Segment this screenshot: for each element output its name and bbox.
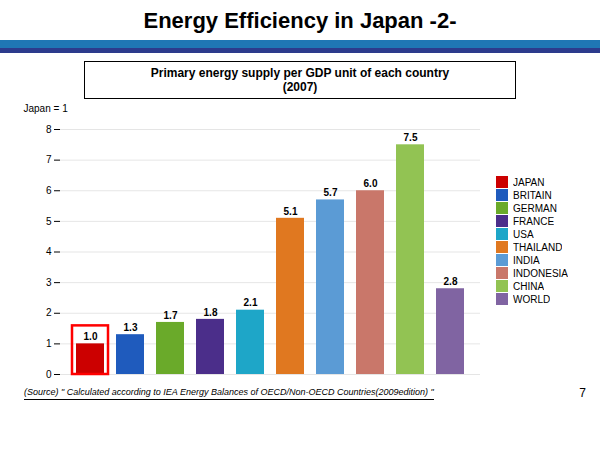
svg-text:2.8: 2.8 — [444, 276, 458, 287]
svg-text:6.0: 6.0 — [364, 178, 378, 189]
svg-text:1.0: 1.0 — [84, 331, 98, 342]
html-text:Primary energy supply per GDP: Primary energy supply per GDP unit of ea… — [150, 66, 450, 94]
html-text:USA: USA — [513, 228, 534, 240]
svg-text:7: 7 — [46, 154, 52, 165]
svg-text:8: 8 — [46, 124, 52, 135]
html-text:GERMAN: GERMAN — [513, 202, 557, 214]
html-text:(Source) " Calculated accordin: (Source) " Calculated according to IEA E… — [24, 387, 434, 397]
svg-text:Japan = 1: Japan = 1 — [24, 103, 69, 114]
svg-text:1.3: 1.3 — [124, 322, 138, 333]
svg-text:4: 4 — [46, 246, 52, 257]
svg-text:7.5: 7.5 — [404, 132, 418, 143]
svg-text:5.7: 5.7 — [324, 187, 338, 198]
svg-text:1.7: 1.7 — [164, 310, 178, 321]
svg-text:5: 5 — [46, 216, 52, 227]
svg-text:6: 6 — [46, 185, 52, 196]
html-text:FRANCE: FRANCE — [513, 215, 555, 227]
html-text:INDONESIA: INDONESIA — [513, 267, 568, 279]
svg-text:2.1: 2.1 — [244, 297, 258, 308]
svg-text:1: 1 — [46, 338, 52, 349]
html-text:INDIA: INDIA — [513, 254, 540, 266]
html-text:Energy Efficiency in Japan -2-: Energy Efficiency in Japan -2- — [143, 8, 457, 33]
html-text:7: 7 — [579, 386, 586, 400]
svg-text:5.1: 5.1 — [284, 206, 298, 217]
svg-text:3: 3 — [46, 277, 52, 288]
html-text:WORLD: WORLD — [513, 293, 551, 305]
html-text:BRITAIN: BRITAIN — [513, 189, 552, 201]
svg-text:0: 0 — [46, 369, 52, 380]
svg-text:2: 2 — [46, 307, 52, 318]
html-text:JAPAN: JAPAN — [513, 176, 545, 188]
html-text:THAILAND: THAILAND — [513, 241, 563, 253]
svg-text:1.8: 1.8 — [204, 307, 218, 318]
html-text:CHINA: CHINA — [513, 280, 545, 292]
